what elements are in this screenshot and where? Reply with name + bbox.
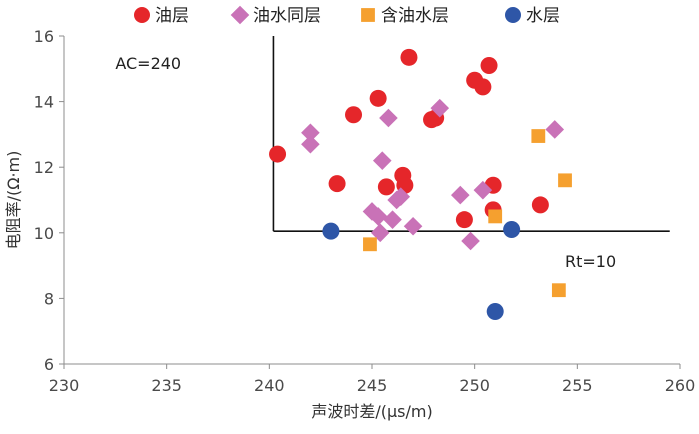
x-tick-label: 235 — [151, 376, 182, 395]
x-tick-label: 260 — [665, 376, 696, 395]
data-point — [383, 210, 402, 229]
data-point — [269, 145, 287, 163]
legend-label: 油层 — [155, 6, 189, 26]
data-point — [531, 129, 546, 143]
legend-marker — [505, 7, 521, 23]
data-point — [488, 209, 503, 224]
series-4 — [322, 221, 521, 321]
y-tick-label: 16 — [34, 27, 54, 46]
data-point — [379, 108, 398, 128]
cutoff-lines — [272, 36, 670, 232]
legend-item: 水层 — [505, 6, 560, 26]
data-point — [363, 237, 377, 252]
data-point — [503, 221, 521, 239]
legend-marker — [361, 8, 375, 22]
data-point — [368, 207, 388, 226]
data-point — [450, 185, 470, 205]
legend: 油层 油水同层 含油水层 水层 — [134, 5, 560, 26]
x-tick-label: 255 — [562, 376, 593, 395]
y-axis-title: 电阻率/(Ω·m) — [4, 151, 23, 250]
data-point — [455, 211, 473, 229]
legend-label: 含油水层 — [381, 6, 449, 26]
x-axis-title: 声波时差/(μs/m) — [311, 402, 432, 421]
annotation-ac-240: AC=240 — [115, 54, 181, 73]
legend-item: 油水同层 — [230, 5, 321, 26]
x-tick-label: 230 — [49, 376, 80, 395]
x-tick-label: 245 — [357, 376, 388, 395]
y-tick-label: 12 — [34, 158, 54, 177]
legend-label: 油水同层 — [253, 6, 321, 26]
data-point — [473, 180, 493, 200]
series-3 — [363, 129, 572, 298]
data-point — [370, 223, 390, 243]
y-tick-label: 10 — [34, 224, 54, 243]
data-point — [301, 123, 320, 143]
data-point — [322, 222, 340, 240]
legend-item: 含油水层 — [361, 6, 449, 26]
data-point — [558, 173, 572, 188]
data-point — [391, 187, 411, 207]
legend-marker — [134, 7, 150, 23]
data-point — [369, 89, 387, 107]
annotation-rt-10: Rt=10 — [565, 252, 616, 271]
y-tick-label: 6 — [44, 355, 54, 374]
data-point — [545, 120, 565, 139]
data-point — [551, 283, 566, 298]
data-point — [377, 178, 395, 196]
x-tick-label: 240 — [254, 376, 285, 395]
y-tick-label: 14 — [34, 93, 54, 112]
y-tick-label: 8 — [44, 289, 54, 308]
axes: 230 235 240 245 250 255 260 6 8 10 12 14 16 — [34, 27, 696, 395]
data-point — [362, 202, 382, 221]
data-point — [474, 78, 492, 96]
data-point — [301, 134, 320, 154]
data-point — [372, 151, 392, 170]
axis-titles: 声波时差/(μs/m) 电阻率/(Ω·m) — [4, 151, 433, 421]
legend-label: 水层 — [526, 6, 560, 26]
data-point — [430, 98, 450, 118]
series-2 — [301, 98, 565, 251]
legend-marker — [230, 5, 250, 25]
data-point — [328, 175, 346, 193]
data-point — [345, 106, 363, 124]
data-point — [486, 303, 504, 321]
legend-item: 油层 — [134, 6, 189, 26]
data-point — [480, 57, 498, 75]
data-point — [531, 196, 549, 214]
data-point — [400, 48, 418, 66]
data-point — [403, 216, 423, 236]
annotations: AC=240 Rt=10 — [115, 54, 616, 271]
data-point — [461, 231, 480, 251]
x-tick-label: 250 — [459, 376, 490, 395]
data-points — [269, 48, 572, 321]
